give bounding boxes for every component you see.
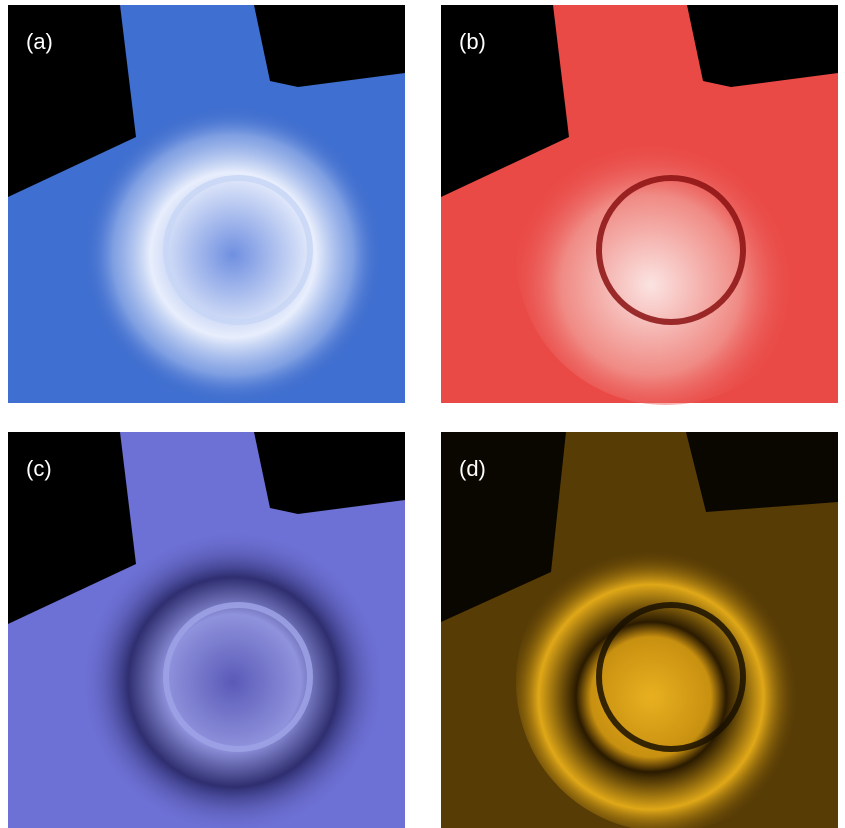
- glow: [83, 532, 383, 828]
- panel-label: (a): [26, 29, 53, 54]
- panel: (d): [441, 432, 838, 828]
- glow: [83, 105, 383, 405]
- dark-region: [687, 5, 838, 87]
- panel-label: (c): [26, 456, 52, 481]
- panel: (b): [441, 5, 838, 405]
- dark-region: [254, 432, 405, 514]
- figure: (a) (b) (c) (d): [0, 0, 845, 828]
- panel-label: (b): [459, 29, 486, 54]
- glow: [516, 532, 816, 828]
- glow: [516, 105, 816, 405]
- panel: (c): [8, 432, 405, 828]
- panel-label: (d): [459, 456, 486, 481]
- panel: (a): [8, 5, 405, 405]
- dark-region: [254, 5, 405, 87]
